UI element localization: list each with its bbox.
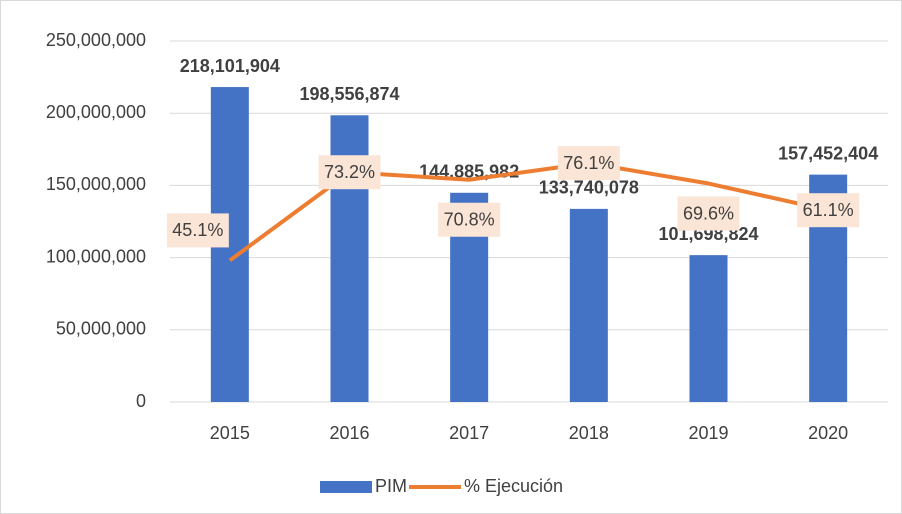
legend-label: % Ejecución [464, 476, 563, 496]
y-tick-label: 100,000,000 [46, 246, 146, 266]
line-value-label: 73.2% [324, 162, 375, 182]
bar [689, 255, 728, 402]
data-label-box [318, 155, 381, 190]
y-tick-label: 150,000,000 [46, 174, 146, 194]
bar-value-label: 133,740,078 [539, 178, 639, 198]
x-tick-label: 2015 [210, 423, 250, 443]
legend-swatch [320, 481, 372, 493]
bar-value-label: 198,556,874 [299, 84, 399, 104]
bar-value-label: 218,101,904 [180, 56, 280, 76]
data-label-box [166, 213, 229, 248]
line-value-label: 61.1% [803, 200, 854, 220]
x-tick-label: 2017 [449, 423, 489, 443]
data-label-box [797, 193, 860, 228]
y-tick-label: 50,000,000 [56, 319, 146, 339]
x-tick-label: 2019 [688, 423, 728, 443]
data-label-box [438, 202, 501, 237]
x-tick-label: 2018 [569, 423, 609, 443]
line-value-label: 45.1% [172, 220, 223, 240]
legend-label: PIM [375, 476, 407, 496]
line-value-label: 69.6% [683, 203, 734, 223]
x-tick-label: 2020 [808, 423, 848, 443]
y-tick-label: 250,000,000 [46, 30, 146, 50]
bar [569, 208, 608, 402]
bar-value-label: 157,452,404 [778, 143, 878, 163]
line-value-label: 76.1% [563, 153, 614, 173]
y-tick-label: 200,000,000 [46, 102, 146, 122]
data-label-box [677, 196, 740, 231]
x-tick-label: 2016 [329, 423, 369, 443]
data-label-box [557, 146, 620, 181]
line-value-label: 70.8% [444, 209, 495, 229]
y-tick-label: 0 [136, 391, 146, 411]
